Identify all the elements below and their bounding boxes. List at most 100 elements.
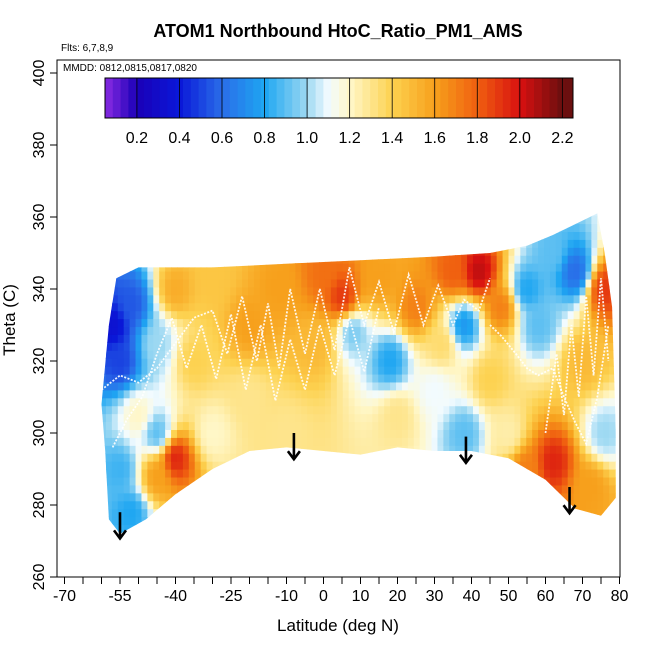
heatmap-cell bbox=[520, 540, 527, 549]
heatmap-cell bbox=[514, 231, 521, 240]
heatmap-cell bbox=[526, 484, 533, 494]
heatmap-cell bbox=[419, 429, 427, 438]
heatmap-cell bbox=[425, 492, 433, 502]
heatmap-cell bbox=[615, 453, 616, 462]
heatmap-cell bbox=[366, 200, 373, 209]
heatmap-cell bbox=[159, 516, 166, 526]
heatmap-cell bbox=[141, 445, 148, 454]
heatmap-cell bbox=[467, 263, 474, 272]
heatmap-cell bbox=[484, 247, 492, 256]
heatmap-cell bbox=[283, 516, 291, 526]
heatmap-cell bbox=[153, 437, 160, 446]
heatmap-cell bbox=[324, 223, 332, 232]
heatmap-cell bbox=[283, 271, 291, 280]
heatmap-cell bbox=[419, 461, 427, 470]
heatmap-cell bbox=[277, 516, 285, 526]
heatmap-cell bbox=[579, 484, 587, 494]
heatmap-cell bbox=[183, 540, 190, 549]
heatmap-cell bbox=[366, 318, 373, 328]
heatmap-cell bbox=[502, 421, 510, 430]
heatmap-cell bbox=[348, 278, 356, 288]
heatmap-cell bbox=[188, 445, 196, 454]
heatmap-cell bbox=[579, 389, 587, 399]
heatmap-cell bbox=[555, 350, 563, 359]
heatmap-cell bbox=[342, 271, 350, 280]
heatmap-cell bbox=[117, 373, 125, 383]
x-tick-label: -70 bbox=[53, 588, 76, 605]
heatmap-cell bbox=[532, 500, 539, 510]
heatmap-cell bbox=[141, 492, 148, 502]
heatmap-cell bbox=[591, 500, 598, 510]
heatmap-cell bbox=[159, 358, 166, 367]
heatmap-cell bbox=[242, 429, 249, 438]
heatmap-cell bbox=[390, 200, 397, 209]
heatmap-cell bbox=[105, 302, 113, 312]
heatmap-cell bbox=[603, 223, 610, 232]
heatmap-cell bbox=[200, 223, 208, 232]
heatmap-cell bbox=[538, 213, 545, 217]
heatmap-cell bbox=[212, 500, 220, 510]
heatmap-cell bbox=[248, 484, 255, 494]
heatmap-cell bbox=[165, 358, 172, 367]
heatmap-cell bbox=[555, 389, 563, 399]
heatmap-cell bbox=[467, 215, 474, 225]
heatmap-cell bbox=[508, 389, 516, 399]
flight-track bbox=[100, 267, 491, 391]
heatmap-cell bbox=[295, 500, 302, 510]
heatmap-cell bbox=[538, 445, 545, 454]
heatmap-cell bbox=[206, 286, 214, 296]
heatmap-cell bbox=[401, 397, 409, 407]
heatmap-cell bbox=[283, 263, 291, 272]
heatmap-cell bbox=[135, 437, 143, 446]
heatmap-cell bbox=[230, 397, 237, 407]
heatmap-cell bbox=[526, 540, 533, 549]
heatmap-cell bbox=[431, 421, 439, 430]
heatmap-cell bbox=[378, 373, 385, 383]
heatmap-cell bbox=[330, 326, 338, 335]
heatmap-cell bbox=[573, 476, 581, 486]
heatmap-cell bbox=[567, 310, 575, 320]
heatmap-cell bbox=[349, 200, 356, 209]
heatmap-cell bbox=[283, 532, 291, 534]
heatmap-cell bbox=[538, 461, 545, 470]
heatmap-cell bbox=[111, 213, 119, 217]
heatmap-cell bbox=[319, 239, 326, 248]
heatmap-cell bbox=[111, 469, 119, 478]
heatmap-cell bbox=[609, 405, 616, 415]
heatmap-cell bbox=[230, 429, 237, 438]
heatmap-cell bbox=[419, 453, 427, 462]
heatmap-cell bbox=[123, 405, 131, 415]
heatmap-cell bbox=[105, 484, 113, 494]
heatmap-cell bbox=[484, 397, 492, 407]
heatmap-cell bbox=[123, 302, 131, 312]
heatmap-cell bbox=[366, 239, 373, 248]
heatmap-cell bbox=[502, 223, 510, 232]
heatmap-cell bbox=[301, 255, 308, 264]
heatmap-cell bbox=[153, 405, 160, 415]
heatmap-cell bbox=[271, 421, 279, 430]
heatmap-cell bbox=[585, 381, 592, 391]
heatmap-cell bbox=[366, 453, 373, 462]
heatmap-cell bbox=[295, 476, 302, 486]
heatmap-cell bbox=[549, 271, 557, 280]
heatmap-cell bbox=[324, 255, 332, 264]
heatmap-cell bbox=[579, 263, 587, 272]
heatmap-cell bbox=[313, 366, 320, 375]
heatmap-cell bbox=[467, 255, 474, 264]
heatmap-cell bbox=[603, 247, 610, 256]
colorbar-segment bbox=[432, 78, 441, 118]
heatmap-cell bbox=[218, 389, 225, 399]
heatmap-cell bbox=[330, 373, 338, 383]
heatmap-cell bbox=[461, 350, 468, 359]
heatmap-cell bbox=[129, 445, 137, 454]
heatmap-cell bbox=[307, 405, 314, 415]
heatmap-cell bbox=[182, 334, 190, 343]
heatmap-cell bbox=[520, 437, 527, 446]
colorbar-segment bbox=[214, 78, 223, 118]
heatmap-cell bbox=[508, 326, 516, 335]
heatmap-cell bbox=[295, 389, 302, 399]
heatmap-cell bbox=[579, 294, 587, 304]
heatmap-cell bbox=[307, 421, 314, 430]
heatmap-cell bbox=[502, 532, 510, 534]
heatmap-cell bbox=[502, 492, 510, 502]
